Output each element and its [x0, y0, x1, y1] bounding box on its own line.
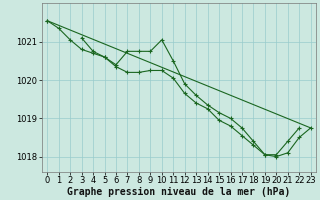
X-axis label: Graphe pression niveau de la mer (hPa): Graphe pression niveau de la mer (hPa)	[67, 186, 291, 197]
